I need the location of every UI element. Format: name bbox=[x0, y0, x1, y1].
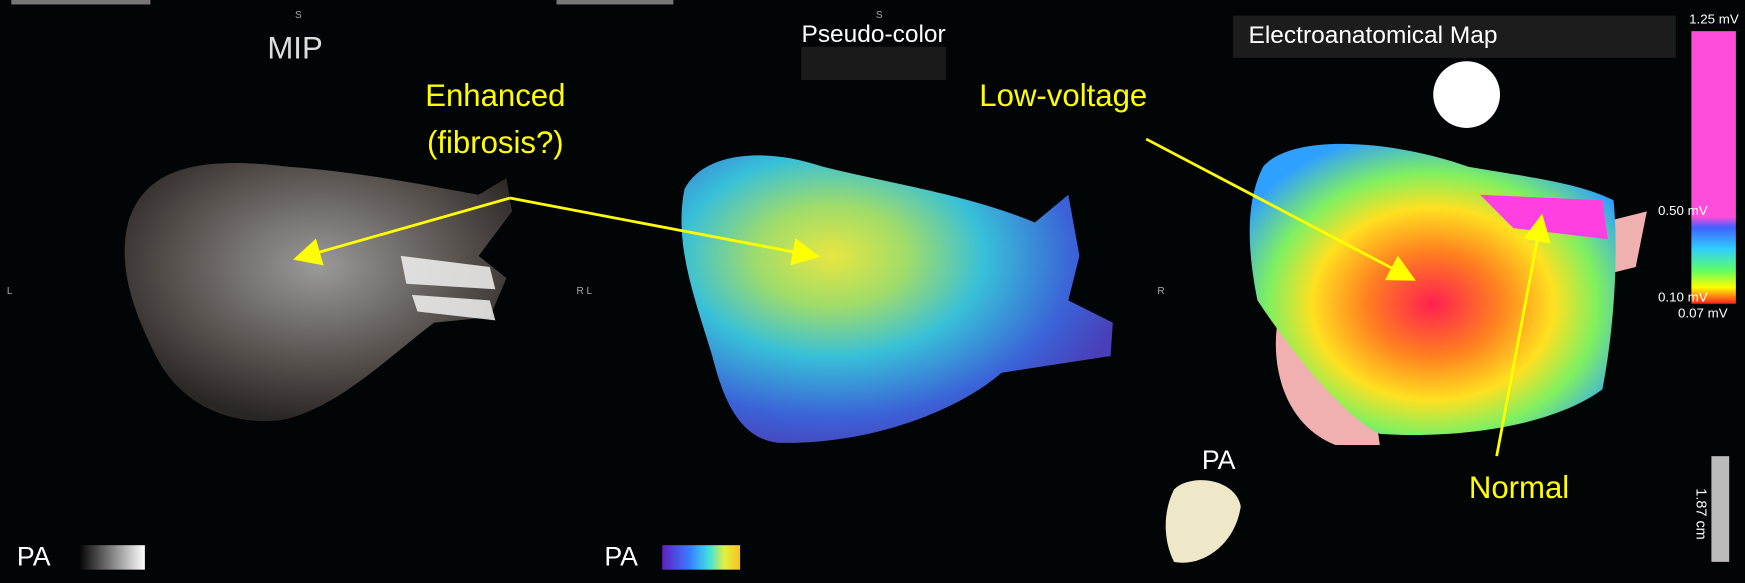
panel-title: Pseudo-color bbox=[802, 21, 946, 48]
annotation: (fibrosis?) bbox=[427, 125, 564, 160]
top-strip bbox=[557, 0, 674, 4]
scale-label: 0.50 mV bbox=[1658, 203, 1708, 218]
view-marker: S bbox=[295, 10, 302, 21]
view-marker: S bbox=[876, 10, 883, 21]
orientation-label: PA bbox=[17, 542, 51, 572]
mip-legend bbox=[78, 545, 145, 569]
ruler-label: 1.87 cm bbox=[1692, 488, 1708, 539]
voltage-color-bar bbox=[1691, 31, 1736, 304]
panel-title: MIP bbox=[267, 30, 322, 65]
annotation: Enhanced bbox=[425, 78, 565, 113]
scale-label: 0.10 mV bbox=[1658, 290, 1708, 305]
scale-label: 0.07 mV bbox=[1678, 305, 1728, 320]
scale-ruler bbox=[1711, 456, 1729, 562]
annotation: Normal bbox=[1469, 470, 1569, 505]
top-strip bbox=[11, 0, 150, 4]
view-marker: L bbox=[7, 286, 13, 297]
scale-label: 1.25 mV bbox=[1689, 12, 1739, 27]
pseudo-color-legend bbox=[662, 545, 740, 569]
view-marker: R L bbox=[577, 286, 593, 297]
view-marker: R bbox=[1157, 286, 1164, 297]
figure: MIP Pseudo-color Electroanatomical Map S… bbox=[0, 0, 1745, 583]
orientation-label: PA bbox=[1202, 445, 1236, 475]
panel-title: Electroanatomical Map bbox=[1249, 22, 1498, 49]
orientation-label: PA bbox=[604, 542, 638, 572]
label-box bbox=[801, 47, 946, 80]
orientation-dot bbox=[1433, 61, 1500, 128]
annotation: Low-voltage bbox=[979, 78, 1147, 113]
